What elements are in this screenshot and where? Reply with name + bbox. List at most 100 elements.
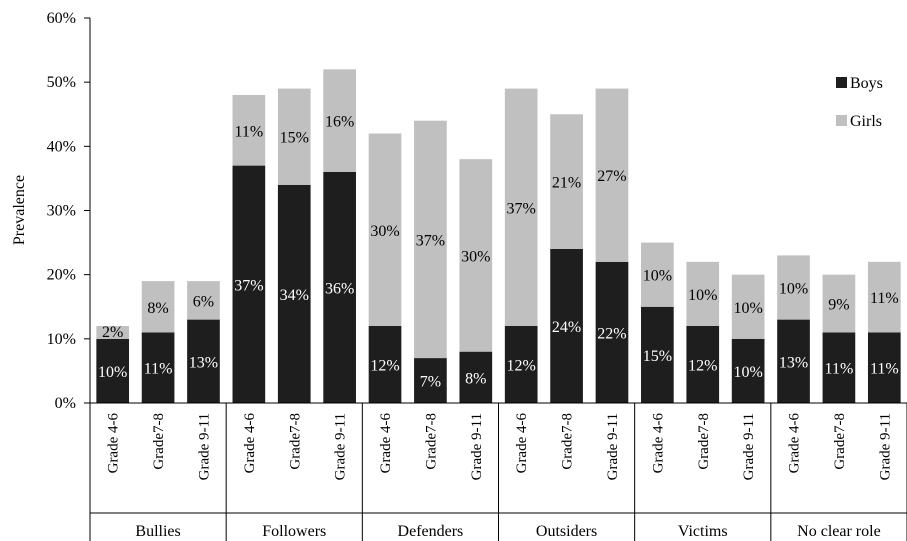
legend: Boys Girls bbox=[836, 75, 883, 130]
data-label-boys: 10% bbox=[98, 364, 127, 381]
data-label-girls: 11% bbox=[870, 290, 899, 307]
data-label-girls: 10% bbox=[643, 268, 672, 285]
data-label-girls: 37% bbox=[507, 200, 536, 217]
data-label-girls: 2% bbox=[102, 324, 123, 341]
data-label-boys: 12% bbox=[370, 358, 399, 375]
bar-girls bbox=[141, 281, 175, 333]
group-label: Followers bbox=[262, 523, 326, 540]
bar-boys bbox=[414, 358, 447, 403]
bar-girls bbox=[96, 326, 130, 339]
y-tick-label: 0% bbox=[55, 395, 76, 412]
x-tick-label: Grade 9-11 bbox=[605, 413, 621, 480]
group-label: Victims bbox=[678, 523, 728, 540]
x-tick-label: Grade 9-11 bbox=[196, 413, 212, 480]
x-tick-label: Grade7-8 bbox=[696, 413, 712, 470]
bar-girls bbox=[277, 88, 311, 185]
bar-boys bbox=[187, 319, 220, 403]
y-tick-label: 60% bbox=[47, 10, 76, 27]
x-tick-label: Grade 4-6 bbox=[106, 413, 122, 474]
x-tick-label: Grade 9-11 bbox=[741, 413, 757, 480]
data-label-girls: 21% bbox=[552, 175, 581, 192]
bar-boys bbox=[323, 172, 356, 403]
x-tick-label: Grade 9-11 bbox=[877, 413, 893, 480]
data-label-girls: 10% bbox=[779, 281, 808, 298]
bar-boys bbox=[867, 332, 901, 403]
group-label: Bullies bbox=[135, 523, 180, 540]
x-axis: Grade 4-6 Grade7-8 Grade 9-11 Bullies Grade … bbox=[89, 402, 907, 541]
data-label-girls: 9% bbox=[828, 297, 849, 314]
data-label-girls: 10% bbox=[733, 300, 762, 317]
bar-girls bbox=[550, 114, 583, 249]
data-label-girls: 30% bbox=[461, 248, 490, 265]
data-label-boys: 11% bbox=[825, 361, 854, 378]
bar-girls bbox=[822, 274, 856, 333]
bar-girls bbox=[414, 120, 447, 359]
bar-girls bbox=[641, 242, 674, 307]
bar-boys bbox=[141, 332, 175, 403]
y-axis: 0% 10% 20% 30% 40% 50% 60% bbox=[47, 10, 91, 412]
legend-label: Girls bbox=[850, 113, 882, 130]
x-tick-label: Grade7-8 bbox=[151, 413, 167, 470]
data-label-girls: 15% bbox=[280, 130, 309, 147]
bar-boys bbox=[232, 165, 266, 403]
data-label-boys: 10% bbox=[733, 364, 762, 381]
data-label-girls: 37% bbox=[416, 232, 445, 249]
data-label-girls: 6% bbox=[193, 293, 214, 310]
data-label-boys: 8% bbox=[465, 370, 486, 387]
x-tick-label: Grade 9-11 bbox=[469, 413, 485, 480]
bar-boys bbox=[641, 306, 674, 403]
data-label-boys: 37% bbox=[234, 277, 263, 294]
legend-swatch bbox=[836, 77, 847, 88]
bar-boys bbox=[822, 332, 856, 403]
data-label-boys: 15% bbox=[643, 348, 672, 365]
x-tick-label: Grade 4-6 bbox=[378, 413, 394, 474]
data-label-boys: 13% bbox=[189, 354, 218, 371]
bar-boys bbox=[96, 338, 130, 403]
data-label-boys: 11% bbox=[870, 361, 899, 378]
data-label-girls: 30% bbox=[370, 223, 399, 240]
x-tick-label: Grade7-8 bbox=[560, 413, 576, 470]
bar-girls bbox=[686, 261, 720, 326]
bar-boys bbox=[686, 326, 720, 403]
data-label-boys: 12% bbox=[507, 358, 536, 375]
data-label-girls: 16% bbox=[325, 114, 354, 131]
x-tick-label: Grade7-8 bbox=[287, 413, 303, 470]
bar-boys bbox=[368, 326, 402, 403]
x-tick-label: Grade 4-6 bbox=[514, 413, 530, 474]
bar-boys bbox=[777, 319, 810, 403]
bar-girls bbox=[595, 88, 629, 262]
bar-girls bbox=[323, 69, 356, 172]
bar-boys bbox=[550, 249, 583, 403]
bars: 10% 2% 11% 8% 13% 6% 37% 11% 34% 15% 36% 16% 12% 30% 7… bbox=[96, 69, 901, 403]
bar-boys bbox=[731, 338, 765, 403]
group-label: No clear role bbox=[797, 523, 881, 540]
data-label-boys: 13% bbox=[779, 354, 808, 371]
y-tick-label: 50% bbox=[47, 74, 76, 91]
data-label-boys: 11% bbox=[144, 361, 173, 378]
bar-boys bbox=[504, 326, 538, 403]
data-label-boys: 24% bbox=[552, 319, 581, 336]
x-tick-label: Grade7-8 bbox=[832, 413, 848, 470]
y-tick-label: 40% bbox=[47, 138, 76, 155]
data-label-boys: 34% bbox=[280, 287, 309, 304]
bar-girls bbox=[368, 133, 402, 326]
data-label-girls: 10% bbox=[688, 287, 717, 304]
bar-girls bbox=[777, 255, 810, 320]
bar-girls bbox=[504, 88, 538, 326]
bar-girls bbox=[731, 274, 765, 339]
data-label-girls: 27% bbox=[597, 168, 626, 185]
x-tick-label: Grade 9-11 bbox=[333, 413, 349, 480]
data-label-girls: 11% bbox=[234, 123, 263, 140]
x-tick-label: Grade 4-6 bbox=[242, 413, 258, 474]
y-tick-label: 30% bbox=[47, 203, 76, 220]
bar-boys bbox=[595, 261, 629, 403]
group-label: Outsiders bbox=[536, 523, 597, 540]
x-tick-label: Grade 4-6 bbox=[787, 413, 803, 474]
data-label-boys: 7% bbox=[420, 374, 441, 391]
y-tick-label: 20% bbox=[47, 267, 76, 284]
y-axis-title: Prevalence bbox=[11, 175, 28, 245]
bar-boys bbox=[277, 184, 311, 403]
data-label-boys: 22% bbox=[597, 325, 626, 342]
y-tick-label: 10% bbox=[47, 331, 76, 348]
